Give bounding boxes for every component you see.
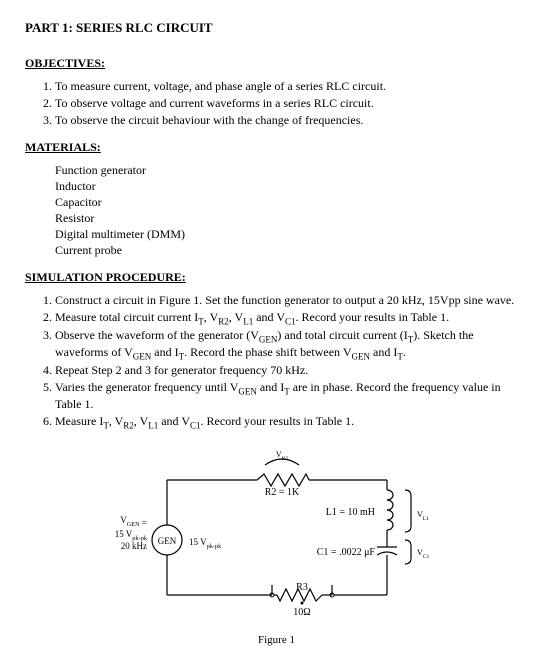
- list-item: Current probe: [55, 243, 528, 258]
- svg-text:VGEN =: VGEN =: [120, 515, 147, 528]
- figure-1: VR2 R2 = 1K L1 = 10 mH VL1 C1 = .0022 μF VC1 R…: [25, 445, 528, 646]
- procedure-heading: SIMULATION PROCEDURE:: [25, 270, 528, 285]
- list-item: Construct a circuit in Figure 1. Set the…: [55, 293, 528, 308]
- list-item: Repeat Step 2 and 3 for generator freque…: [55, 363, 528, 378]
- svg-text:VR2: VR2: [275, 450, 288, 462]
- svg-text:VC1: VC1: [417, 548, 430, 560]
- objectives-list: To measure current, voltage, and phase a…: [55, 79, 528, 128]
- materials-heading: MATERIALS:: [25, 140, 528, 155]
- materials-list: Function generator Inductor Capacitor Re…: [55, 163, 528, 258]
- svg-text:L1 = 10 mH: L1 = 10 mH: [325, 507, 374, 518]
- list-item: Function generator: [55, 163, 528, 178]
- list-item: To measure current, voltage, and phase a…: [55, 79, 528, 94]
- objectives-heading: OBJECTIVES:: [25, 56, 528, 71]
- svg-text:20 kHz: 20 kHz: [120, 541, 146, 551]
- list-item: Measure IT, VR2, VL1 and VC1. Record you…: [55, 414, 528, 430]
- list-item: Capacitor: [55, 195, 528, 210]
- procedure-list: Construct a circuit in Figure 1. Set the…: [55, 293, 528, 430]
- svg-text:10Ω: 10Ω: [293, 607, 310, 618]
- circuit-diagram: VR2 R2 = 1K L1 = 10 mH VL1 C1 = .0022 μF VC1 R…: [97, 445, 457, 630]
- list-item: Measure total circuit current IT, VR2, V…: [55, 310, 528, 326]
- list-item: Varies the generator frequency until VGE…: [55, 380, 528, 411]
- svg-text:C1 = .0022 μF: C1 = .0022 μF: [316, 547, 375, 558]
- list-item: To observe voltage and current waveforms…: [55, 96, 528, 111]
- list-item: Inductor: [55, 179, 528, 194]
- svg-text:R3: R3: [296, 582, 308, 593]
- svg-text:15 Vpk-pk: 15 Vpk-pk: [189, 537, 222, 550]
- list-item: Digital multimeter (DMM): [55, 227, 528, 242]
- svg-text:GEN: GEN: [157, 536, 176, 546]
- list-item: Resistor: [55, 211, 528, 226]
- page-title: PART 1: SERIES RLC CIRCUIT: [25, 20, 528, 36]
- list-item: Observe the waveform of the generator (V…: [55, 328, 528, 361]
- svg-text:VL1: VL1: [417, 510, 429, 522]
- figure-caption: Figure 1: [25, 634, 528, 646]
- list-item: To observe the circuit behaviour with th…: [55, 113, 528, 128]
- svg-text:R2 = 1K: R2 = 1K: [264, 487, 299, 498]
